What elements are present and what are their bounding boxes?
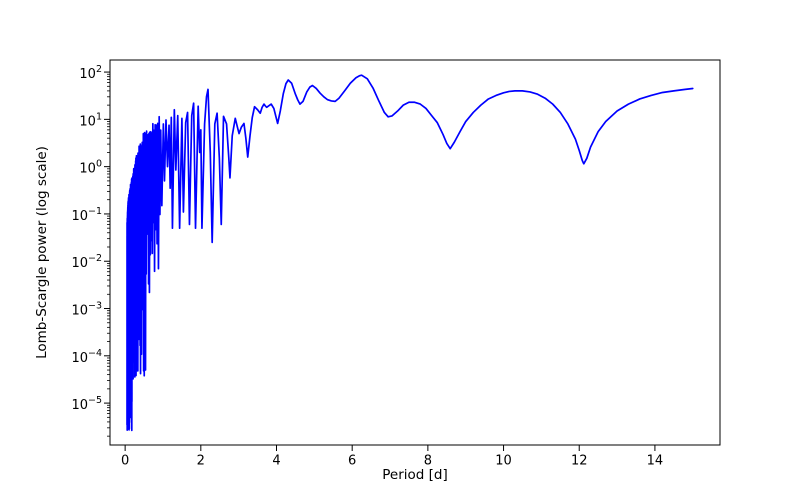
- y-tick-base: 10: [71, 256, 88, 271]
- x-tick-label: 4: [272, 454, 280, 469]
- y-tick-exponent: −5: [88, 395, 102, 406]
- y-tick-base: 10: [79, 67, 96, 82]
- x-tick-label: 0: [121, 454, 129, 469]
- y-tick-base: 10: [71, 351, 88, 366]
- y-tick-base: 10: [71, 304, 88, 319]
- y-tick-exponent: −4: [88, 348, 102, 359]
- major-ticks: [104, 71, 656, 451]
- y-tick-label: 10−5: [71, 395, 102, 413]
- series-line: [126, 74, 694, 432]
- y-tick-exponent: −1: [88, 206, 102, 217]
- y-tick-exponent: 0: [96, 159, 102, 170]
- x-tick-label: 8: [424, 454, 432, 469]
- axes-box: [109, 59, 721, 446]
- y-tick-exponent: −2: [88, 253, 102, 264]
- x-tick-label: 12: [571, 454, 588, 469]
- y-tick-label: 10−1: [71, 206, 102, 224]
- y-tick-label: 102: [79, 64, 102, 82]
- y-tick-exponent: −3: [88, 301, 102, 312]
- y-tick-base: 10: [71, 398, 88, 413]
- y-tick-label: 10−3: [71, 301, 102, 319]
- y-axis-label: Lomb-Scargle power (log scale): [34, 146, 50, 359]
- y-tick-base: 10: [71, 209, 88, 224]
- y-tick-label: 10−4: [71, 348, 102, 366]
- x-axis-label: Period [d]: [382, 467, 448, 483]
- y-tick-exponent: 2: [96, 64, 102, 75]
- y-tick-base: 10: [79, 114, 96, 129]
- y-tick-label: 100: [79, 159, 102, 177]
- y-tick-label: 10−2: [71, 253, 102, 271]
- x-tick-label: 14: [647, 454, 664, 469]
- y-tick-label: 101: [79, 111, 102, 129]
- y-tick-exponent: 1: [96, 111, 102, 122]
- x-tick-label: 10: [495, 454, 512, 469]
- x-tick-label: 2: [197, 454, 205, 469]
- y-tick-base: 10: [79, 162, 96, 177]
- x-tick-label: 6: [348, 454, 356, 469]
